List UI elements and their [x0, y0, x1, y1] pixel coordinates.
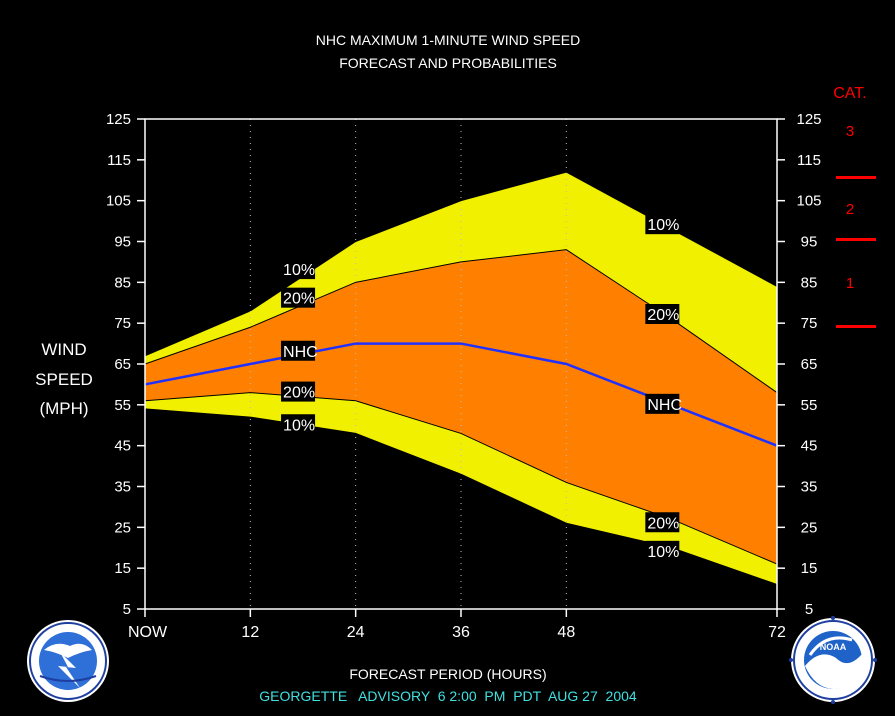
y-tick-label-right-95: 95: [801, 234, 818, 251]
category-2-label: 2: [846, 201, 854, 218]
y-tick-label-left-65: 65: [114, 356, 131, 373]
x-tick-label-0: NOW: [128, 624, 168, 641]
nws-logo: [27, 620, 109, 702]
y-tick-label-right-115: 115: [797, 152, 821, 169]
y-axis-label-line1: WIND: [41, 340, 86, 359]
y-tick-label-left-15: 15: [114, 560, 131, 577]
y-tick-label-left-55: 55: [114, 397, 131, 414]
y-tick-label-right-5: 5: [805, 601, 813, 618]
annotation-label-8: 20%: [647, 515, 679, 532]
y-tick-label-left-75: 75: [114, 315, 131, 332]
category-3-threshold-mark: [836, 176, 876, 179]
y-tick-label-left-35: 35: [114, 479, 131, 496]
annotation-box-3: [281, 381, 316, 402]
y-tick-label-left-115: 115: [107, 152, 131, 169]
category-3-label: 3: [846, 123, 854, 140]
annotation-label-3: 20%: [283, 385, 315, 402]
y-tick-label-right-85: 85: [801, 274, 818, 291]
series-20pct-band: [145, 249, 777, 565]
y-tick-label-right-25: 25: [801, 519, 818, 536]
y-tick-label-right-45: 45: [801, 438, 818, 455]
y-tick-label-left-5: 5: [123, 601, 131, 618]
x-tick-label-12: 12: [241, 624, 259, 641]
annotation-label-2: NHC: [283, 344, 318, 361]
advisory-line: GEORGETTE ADVISORY 6 2:00 PM PDT AUG 27 …: [259, 688, 637, 704]
annotation-box-9: [645, 540, 680, 561]
annotation-box-5: [645, 214, 680, 235]
annotation-box-4: [281, 414, 316, 435]
chart-title-line1: NHC MAXIMUM 1-MINUTE WIND SPEED: [316, 32, 580, 48]
x-tick-label-48: 48: [557, 624, 575, 641]
annotation-label-0: 10%: [283, 262, 315, 279]
x-tick-label-24: 24: [347, 624, 365, 641]
y-tick-label-right-105: 105: [796, 193, 821, 210]
x-tick-label-36: 36: [452, 624, 470, 641]
annotation-box-7: [645, 393, 680, 414]
svg-text:NOAA: NOAA: [820, 642, 847, 652]
annotation-label-1: 20%: [283, 291, 315, 308]
annotation-box-8: [645, 512, 680, 533]
y-tick-label-left-105: 105: [106, 193, 131, 210]
annotation-label-9: 10%: [647, 544, 679, 561]
y-axis-label-line2: SPEED: [35, 370, 93, 389]
y-tick-label-right-15: 15: [801, 560, 818, 577]
annotation-box-1: [281, 287, 316, 308]
category-title: CAT.: [833, 85, 866, 102]
annotation-box-2: [281, 340, 316, 361]
category-2-threshold-mark: [836, 238, 876, 241]
y-tick-label-right-75: 75: [801, 315, 818, 332]
y-tick-label-right-125: 125: [796, 111, 821, 128]
y-tick-label-left-25: 25: [114, 519, 131, 536]
noaa-logo: NOAA: [789, 616, 877, 704]
y-axis-label-line3: (MPH): [39, 399, 88, 418]
x-axis-label: FORECAST PERIOD (HOURS): [349, 666, 546, 682]
y-tick-label-left-85: 85: [114, 274, 131, 291]
x-tick-label-72: 72: [768, 624, 786, 641]
y-tick-label-left-95: 95: [114, 234, 131, 251]
y-tick-label-right-35: 35: [801, 479, 818, 496]
y-tick-label-right-65: 65: [801, 356, 818, 373]
y-tick-label-left-125: 125: [106, 111, 131, 128]
annotation-label-6: 20%: [647, 307, 679, 324]
y-tick-label-left-45: 45: [114, 438, 131, 455]
annotation-label-4: 10%: [283, 417, 315, 434]
y-tick-label-right-55: 55: [801, 397, 818, 414]
annotation-label-5: 10%: [647, 217, 679, 234]
annotation-box-0: [281, 259, 316, 280]
annotation-label-7: NHC: [647, 397, 682, 414]
category-scale: CAT. 3 2 1: [833, 85, 876, 328]
chart-title-line2: FORECAST AND PROBABILITIES: [339, 55, 557, 71]
annotation-box-6: [645, 304, 680, 324]
category-1-label: 1: [846, 275, 854, 292]
category-1-threshold-mark: [836, 325, 876, 328]
